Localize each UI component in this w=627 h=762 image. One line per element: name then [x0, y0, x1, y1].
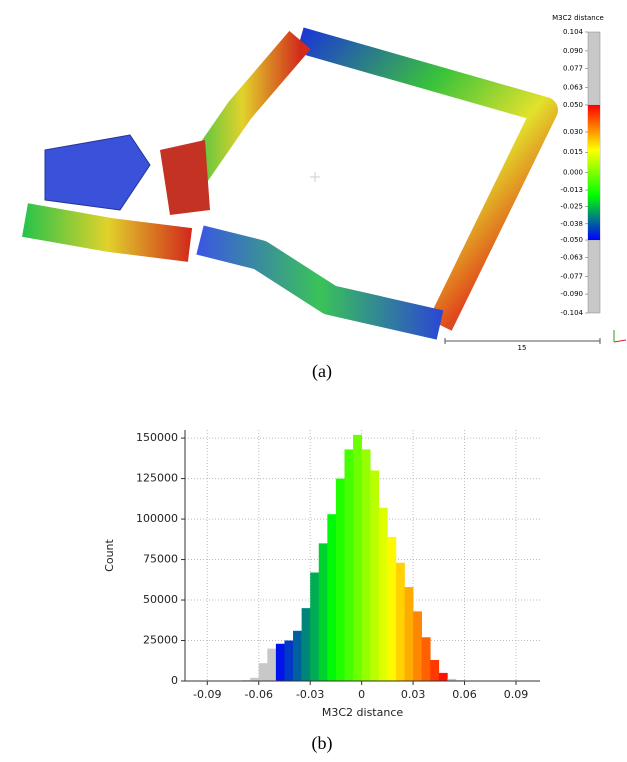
- bar: [362, 449, 371, 681]
- x-tick-label: 0.06: [452, 688, 477, 701]
- bar: [370, 470, 379, 681]
- colorbar-tick-label: 0.090: [563, 47, 583, 55]
- colorscale-title: M3C2 distance: [552, 14, 604, 22]
- histogram: 0 25000 50000 75000 100000 125000 150000 -0.09 -…: [103, 430, 540, 719]
- x-tick-label: -0.09: [193, 688, 221, 701]
- bar: [405, 587, 414, 681]
- y-tick-label: 50000: [143, 593, 178, 606]
- x-tick-label: 0.03: [401, 688, 426, 701]
- bar: [276, 644, 285, 681]
- colorbar-tick-label: -0.013: [560, 186, 583, 194]
- x-tick-label: 0: [358, 688, 365, 701]
- scale-bar-label: 15: [518, 344, 527, 352]
- bar: [344, 449, 353, 681]
- colorbar-tick-label: -0.025: [560, 202, 583, 210]
- x-tick-label: 0.09: [504, 688, 529, 701]
- x-axis-label: M3C2 distance: [322, 706, 404, 719]
- colorbar-tick-label: -0.050: [560, 236, 583, 244]
- bar: [353, 435, 362, 681]
- colorbar-tick-label: -0.090: [560, 290, 583, 298]
- bar: [396, 563, 405, 681]
- colorbar-tick-label: 0.000: [563, 169, 583, 177]
- bar: [302, 608, 311, 681]
- colorbar-tick-label: 0.104: [563, 28, 584, 36]
- point-cloud: [25, 40, 545, 325]
- colorbar-gradient: [588, 105, 600, 240]
- bar: [267, 649, 276, 681]
- colorbar-tick-label: -0.077: [560, 273, 583, 281]
- colorbar-tick-label: 0.030: [563, 128, 583, 136]
- bar: [413, 611, 422, 681]
- bar: [387, 537, 396, 681]
- colorbar-tick-label: -0.104: [560, 309, 583, 317]
- bar: [430, 660, 439, 681]
- y-tick-label: 125000: [136, 472, 178, 485]
- colorbar-tick-label: 0.077: [563, 64, 583, 72]
- colorbar-tick-label: 0.063: [563, 83, 583, 91]
- colorscale: 0.104 0.090 0.077 0.063 0.050 0.030 0.015 0.000…: [560, 28, 600, 317]
- bar: [284, 641, 293, 681]
- bar: [422, 637, 431, 681]
- colorbar-tick-label: -0.063: [560, 254, 583, 262]
- bar: [439, 673, 448, 681]
- colorbar-tick-label: 0.050: [563, 101, 583, 109]
- caption: (a): [312, 361, 332, 382]
- y-axis-label: Count: [103, 538, 116, 571]
- x-tick-label: -0.06: [245, 688, 273, 701]
- bar: [310, 573, 319, 681]
- bar: [379, 508, 388, 681]
- y-tick-label: 75000: [143, 553, 178, 566]
- bar: [319, 543, 328, 681]
- caption: (b): [312, 733, 333, 754]
- colorbar-tick-label: 0.015: [563, 148, 583, 156]
- y-tick-label: 100000: [136, 512, 178, 525]
- bar: [327, 514, 336, 681]
- page: {"panel_a": { "caption": "(a)", "colorsc…: [0, 0, 627, 762]
- x-tick-label: -0.03: [296, 688, 324, 701]
- colorbar-tick-label: -0.038: [560, 220, 583, 228]
- axes-icon: [614, 330, 626, 342]
- figure: M3C2 distance 0.1040.0900.0770.0630.0500…: [0, 0, 627, 762]
- bar: [336, 479, 345, 681]
- y-tick-label: 150000: [136, 431, 178, 444]
- y-tick-label: 25000: [143, 634, 178, 647]
- y-tick-label: 0: [171, 674, 178, 687]
- bar: [259, 663, 268, 681]
- bar: [293, 631, 302, 681]
